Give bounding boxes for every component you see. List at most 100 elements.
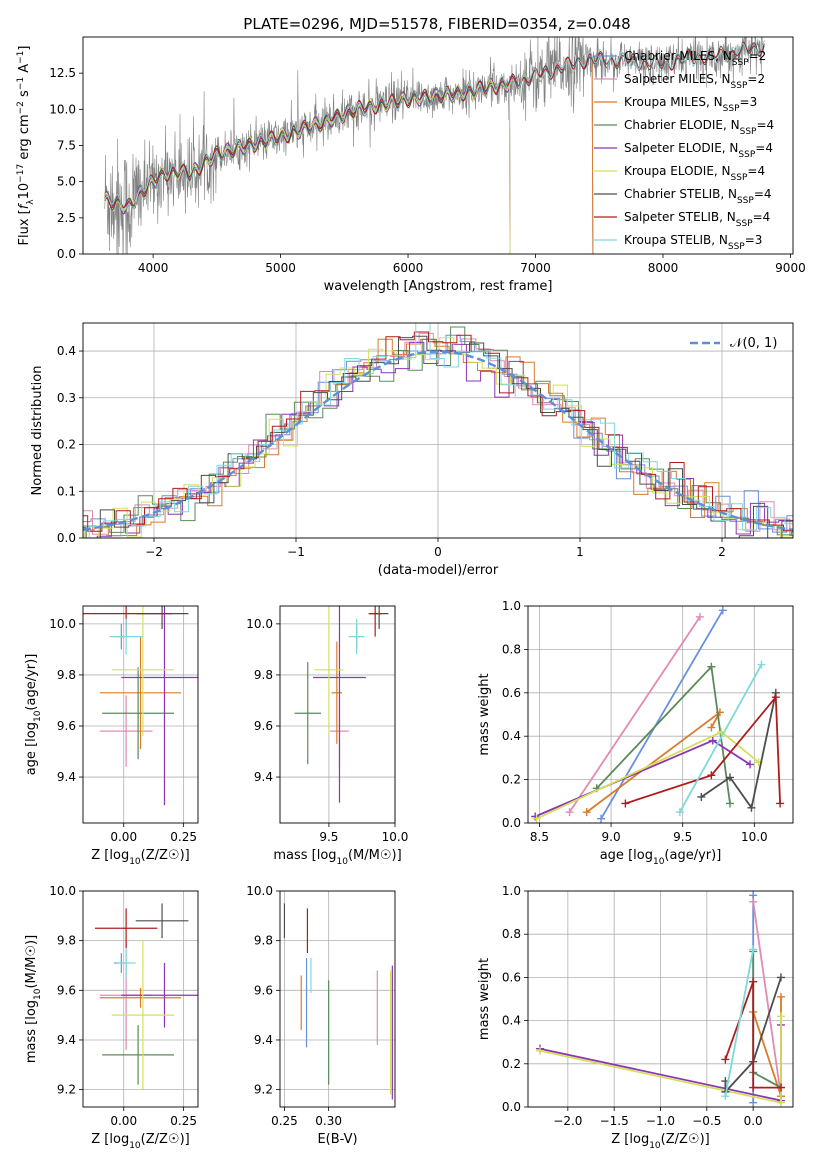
axes-frame bbox=[82, 890, 199, 1108]
error-bar-point bbox=[99, 636, 182, 749]
x-tick-label: 10.0 bbox=[382, 830, 409, 844]
weight-marker bbox=[776, 973, 785, 982]
x-axis-label: (data-model)/error bbox=[378, 563, 499, 578]
x-tick-label: 6000 bbox=[393, 261, 424, 275]
x-tick-label: 8000 bbox=[648, 261, 679, 275]
y-tick-label: 10.0 bbox=[49, 102, 76, 116]
y-tick-label: 0.0 bbox=[502, 1100, 521, 1114]
model-fit-line bbox=[104, 41, 765, 210]
y-tick-label: 0.4 bbox=[502, 1014, 521, 1028]
weight-series-line bbox=[724, 977, 782, 1095]
x-tick-label: 9.0 bbox=[602, 830, 621, 844]
y-tick-label: 1.0 bbox=[502, 599, 521, 613]
age-vs-metallicity-chart: 0.00 0.25 9.4 9.6 9.8 10.0 Z [log10(Z/Z☉)] age … bbox=[24, 605, 199, 867]
age-vs-mass-chart: 9.5 10.0 9.4 9.6 9.8 10.0 mass [log10(M/M☉)] bbox=[246, 605, 409, 867]
weight-marker bbox=[675, 808, 684, 817]
mass-weight-vs-age-chart: 8.5 9.0 9.5 10.0 0.0 0.2 0.4 0.6 0.8 1.0 age [log1… bbox=[477, 599, 794, 867]
x-tick-label: −1.0 bbox=[646, 1114, 675, 1128]
weight-marker bbox=[707, 771, 716, 780]
legend-entry: Kroupa MILES, NSSP=3 bbox=[624, 95, 757, 114]
x-tick-label: 9.5 bbox=[673, 830, 692, 844]
weight-marker bbox=[721, 1055, 730, 1064]
x-axis-label: Z [log10(Z/Z☉)] bbox=[611, 1132, 709, 1151]
error-bar-point bbox=[135, 903, 189, 939]
weight-marker bbox=[771, 693, 780, 702]
weight-marker bbox=[746, 760, 755, 769]
x-tick-label: 9.5 bbox=[319, 830, 338, 844]
x-tick-label: 2 bbox=[718, 545, 726, 559]
y-axis-label: Flux [fλ10−17 erg cm−2 s−1 A−1] bbox=[16, 46, 36, 246]
spectrum-title: PLATE=0296, MJD=51578, FIBERID=0354, z=0… bbox=[243, 15, 630, 33]
error-bar-point bbox=[294, 662, 321, 765]
error-bar-point bbox=[111, 606, 175, 737]
hist-plot-area bbox=[83, 323, 793, 538]
y-tick-label: 9.4 bbox=[57, 1033, 76, 1047]
spectrum-plot-area bbox=[104, 37, 765, 254]
y-tick-label: 9.6 bbox=[254, 719, 273, 733]
x-tick-label: 0.0 bbox=[744, 1114, 763, 1128]
weight-marker bbox=[776, 1098, 785, 1107]
x-tick-label: 7000 bbox=[520, 261, 551, 275]
x-tick-label: 0.25 bbox=[170, 1114, 197, 1128]
weight-marker bbox=[776, 1083, 785, 1092]
x-tick-label: 0.25 bbox=[271, 1114, 298, 1128]
legend-entry: Chabrier MILES, NSSP=2 bbox=[624, 49, 766, 68]
y-tick-label: 0.8 bbox=[502, 642, 521, 656]
legend-entry: Salpeter MILES, NSSP=2 bbox=[624, 72, 765, 91]
x-tick-label: 0.25 bbox=[170, 830, 197, 844]
weight-marker bbox=[749, 1098, 758, 1107]
weight-series-line bbox=[625, 694, 781, 805]
x-tick-label: 0.00 bbox=[110, 830, 137, 844]
y-tick-label: 12.5 bbox=[49, 66, 76, 80]
residual-histogram-chart: −2 −1 0 1 2 0.0 0.1 0.2 0.3 0.4 (data-model)/error… bbox=[30, 322, 794, 578]
normal-reference-curve bbox=[83, 350, 793, 531]
error-bar-point bbox=[348, 618, 365, 655]
y-tick-label: 9.4 bbox=[254, 770, 273, 784]
weight-marker bbox=[749, 945, 758, 954]
axes-frame bbox=[279, 890, 396, 1108]
x-tick-label: −0.5 bbox=[692, 1114, 721, 1128]
y-tick-label: 10.0 bbox=[246, 884, 273, 898]
y-tick-label: 9.8 bbox=[57, 668, 76, 682]
panel-plot-area bbox=[294, 606, 389, 803]
y-axis-label: mass weight bbox=[477, 673, 492, 755]
x-tick-label: 9000 bbox=[775, 261, 806, 275]
legend-entry: Salpeter STELIB, NSSP=4 bbox=[624, 210, 770, 229]
y-tick-label: 0.4 bbox=[502, 729, 521, 743]
y-tick-label: 10.0 bbox=[49, 884, 76, 898]
legend-entry: Kroupa STELIB, NSSP=3 bbox=[624, 233, 762, 252]
legend-entry: Salpeter ELODIE, NSSP=4 bbox=[624, 141, 773, 160]
weight-series-line bbox=[679, 664, 763, 813]
y-tick-label: 10.0 bbox=[49, 617, 76, 631]
x-tick-label: −2.0 bbox=[553, 1114, 582, 1128]
weight-series-line bbox=[700, 692, 777, 811]
weight-marker bbox=[747, 803, 756, 812]
x-axis-label: E(B-V) bbox=[317, 1132, 357, 1147]
weight-series-line bbox=[752, 901, 782, 1097]
y-tick-label: 9.6 bbox=[57, 719, 76, 733]
weight-marker bbox=[749, 977, 758, 986]
y-tick-label: 0.2 bbox=[502, 1057, 521, 1071]
weight-marker bbox=[621, 799, 630, 808]
weight-marker bbox=[707, 662, 716, 671]
error-bar-point bbox=[99, 987, 182, 1008]
y-tick-label: 7.5 bbox=[57, 139, 76, 153]
error-bar-point bbox=[331, 641, 343, 744]
axes-frame bbox=[527, 890, 794, 1108]
y-tick-label: 0.8 bbox=[502, 927, 521, 941]
weight-marker bbox=[749, 897, 758, 906]
mass-weight-vs-metallicity-chart: −2.0 −1.5 −1.0 −0.5 0.0 0.0 0.2 0.4 0.6 0.8 1.0 Z [… bbox=[477, 884, 794, 1151]
weight-marker bbox=[749, 1083, 758, 1092]
y-tick-label: 10.0 bbox=[246, 617, 273, 631]
error-bar-point bbox=[111, 940, 175, 1090]
x-axis-label: age [log10(age/yr)] bbox=[600, 848, 722, 867]
axes-frame bbox=[82, 36, 794, 255]
weight-marker bbox=[757, 660, 766, 669]
panel-plot-area bbox=[83, 606, 198, 806]
weight-marker bbox=[721, 1092, 730, 1101]
y-tick-label: 0.6 bbox=[502, 686, 521, 700]
weight-marker bbox=[776, 799, 785, 808]
mass-vs-metallicity-chart: 0.00 0.25 9.2 9.4 9.6 9.8 10.0 Z [log10(Z/Z☉)] m… bbox=[24, 884, 199, 1151]
error-bar-point bbox=[94, 908, 158, 949]
weight-marker bbox=[582, 808, 591, 817]
